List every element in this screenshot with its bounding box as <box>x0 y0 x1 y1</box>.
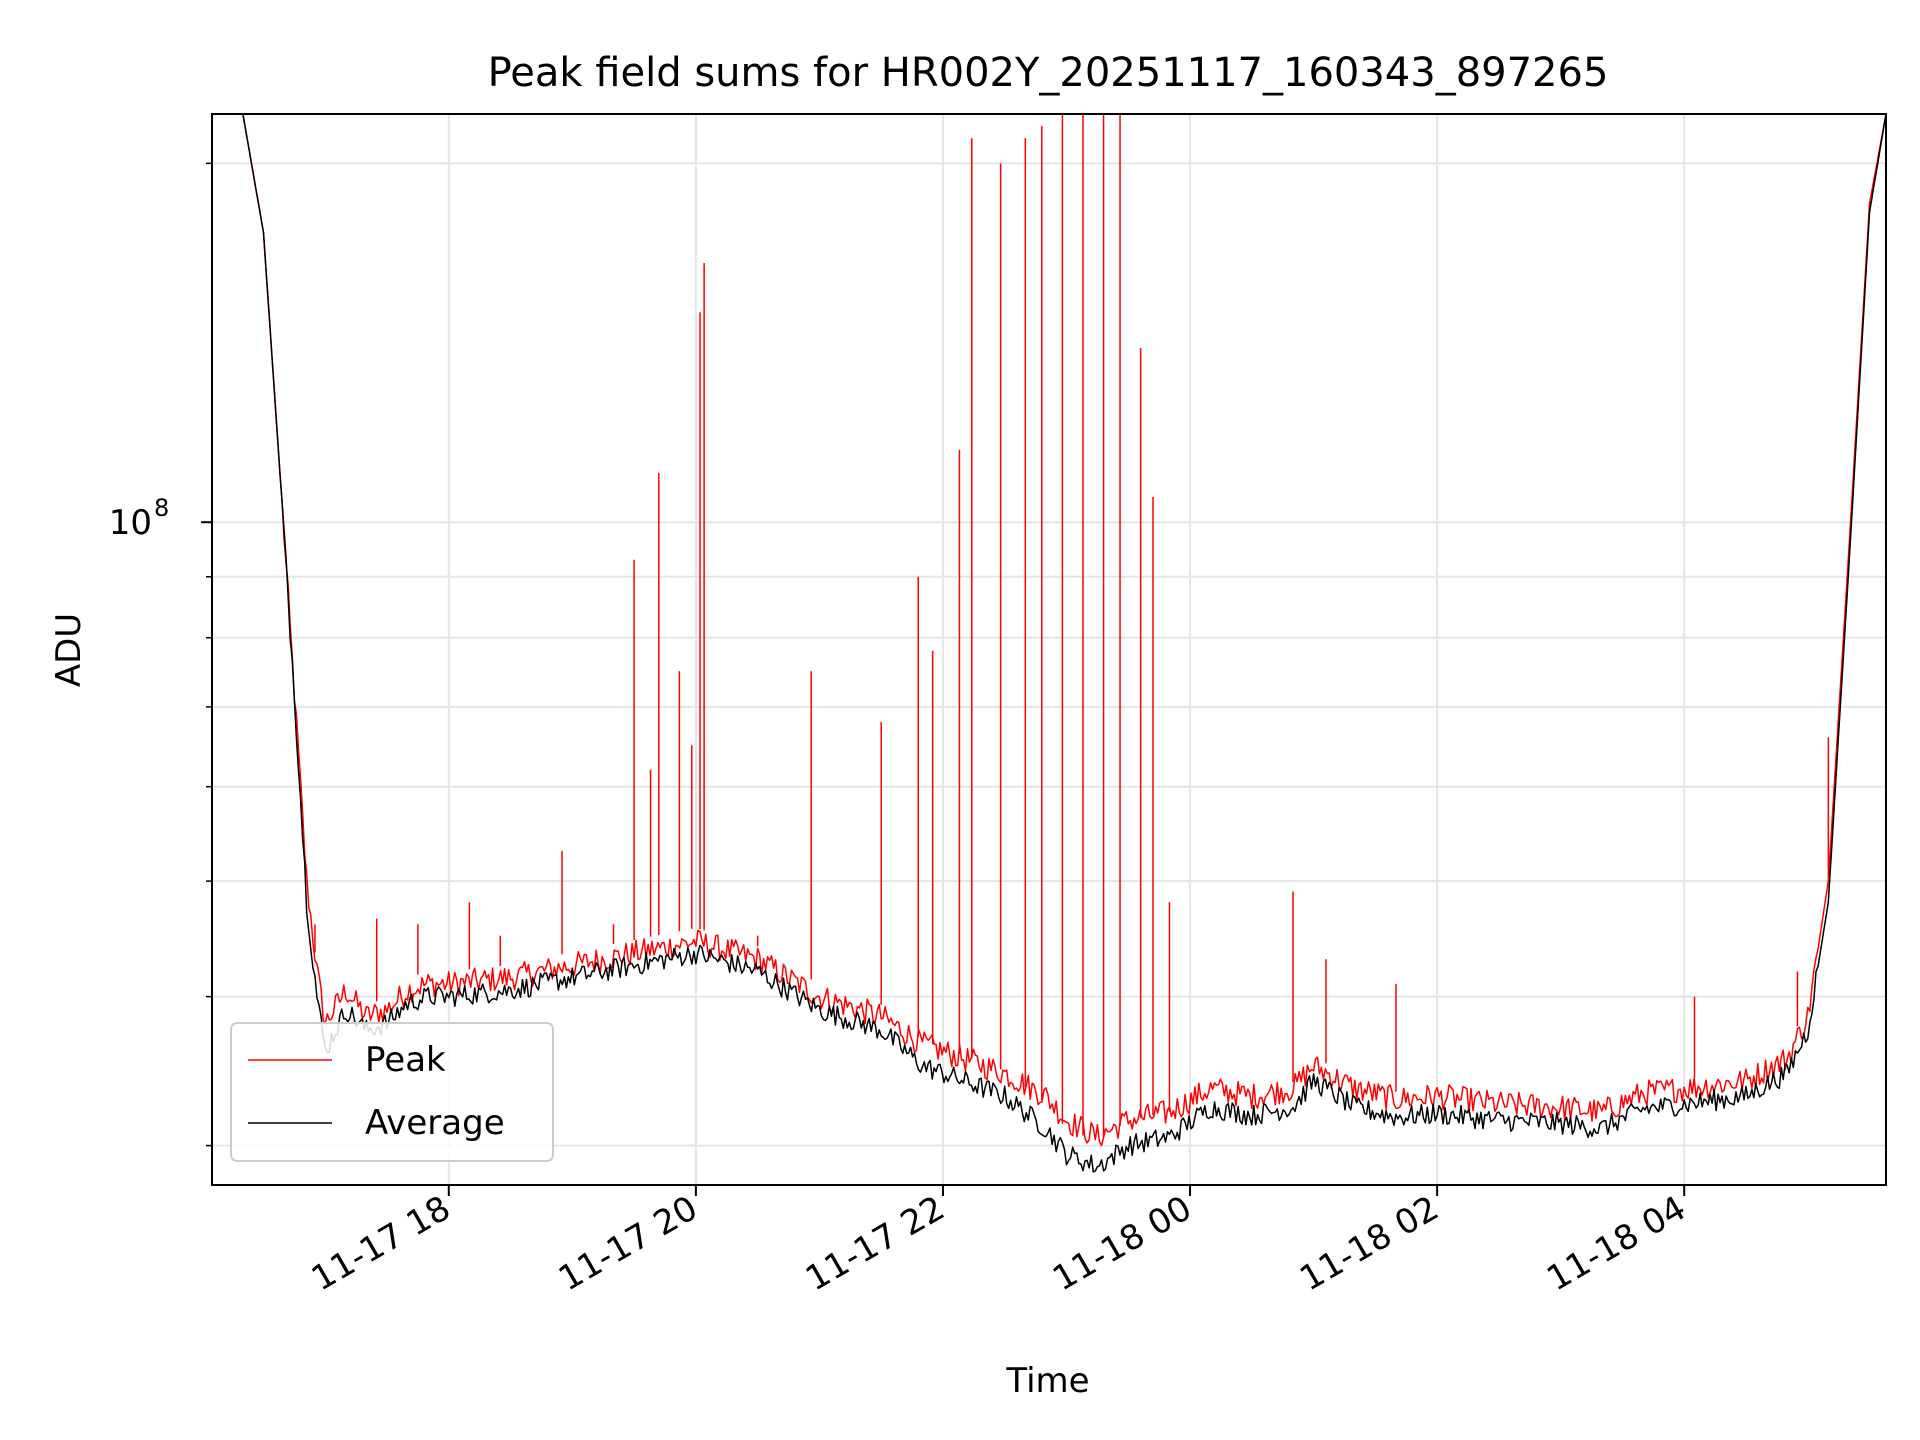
plot-frame <box>211 113 1887 1186</box>
series-layer <box>212 113 1887 1173</box>
grid <box>212 114 1886 1185</box>
y-tick-label: 10 <box>109 503 152 543</box>
chart-title: Peak field sums for HR002Y_20251117_1603… <box>488 50 1609 96</box>
legend-box <box>230 1022 554 1162</box>
legend-peak-label: Peak <box>365 1040 446 1080</box>
average-series-line <box>212 113 1887 1173</box>
x-axis-label: Time <box>1005 1361 1089 1401</box>
y-tick-exponent: 8 <box>154 494 169 522</box>
legend-average-label: Average <box>365 1103 505 1143</box>
y-axis: 10 8 <box>109 162 212 1147</box>
legend: Peak Average <box>230 1022 554 1162</box>
peak-series-line <box>212 113 1887 1147</box>
y-axis-label: ADU <box>49 613 89 687</box>
